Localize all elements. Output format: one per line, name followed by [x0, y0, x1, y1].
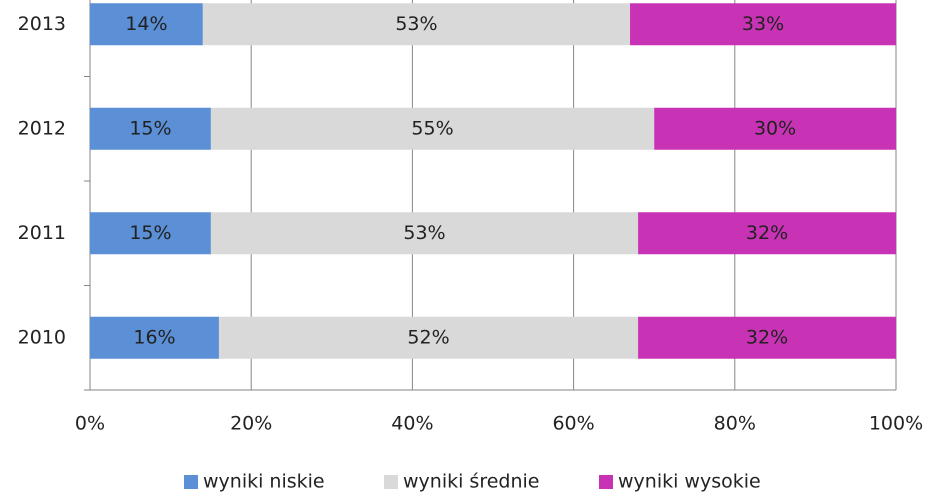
legend-label: wyniki wysokie — [618, 471, 761, 493]
legend-swatch — [184, 475, 198, 489]
x-tick-label: 0% — [75, 413, 105, 435]
data-label: 16% — [133, 326, 175, 348]
bar-segment — [90, 3, 203, 46]
bar-segment — [90, 316, 219, 359]
data-label: 33% — [742, 13, 784, 35]
bar-segment — [202, 3, 631, 46]
data-label: 30% — [754, 117, 796, 139]
y-tick-label: 2012 — [18, 117, 66, 139]
data-label: 53% — [403, 222, 445, 244]
data-label: 55% — [411, 117, 453, 139]
bar-segment — [638, 212, 896, 255]
data-label: 32% — [746, 222, 788, 244]
x-tick-label: 40% — [391, 413, 433, 435]
y-tick-label: 2010 — [18, 326, 66, 348]
data-label: 15% — [129, 117, 171, 139]
x-tick-label: 60% — [552, 413, 594, 435]
x-tick-label: 80% — [714, 413, 756, 435]
legend-swatch — [384, 475, 398, 489]
data-label: 15% — [129, 222, 171, 244]
bar-segment — [638, 316, 896, 359]
bar-segment — [210, 212, 639, 255]
legend-label: wyniki niskie — [203, 471, 325, 493]
x-tick-label: 100% — [869, 413, 923, 435]
data-label: 32% — [746, 326, 788, 348]
bar-segment — [654, 107, 896, 150]
y-tick-label: 2011 — [18, 222, 66, 244]
x-tick-label: 20% — [230, 413, 272, 435]
bar-segment — [218, 316, 639, 359]
bar-segment — [90, 212, 211, 255]
bar-segment — [210, 107, 655, 150]
legend-label: wyniki średnie — [403, 471, 539, 493]
data-label: 53% — [395, 13, 437, 35]
bar-segment — [90, 107, 211, 150]
data-label: 52% — [407, 326, 449, 348]
bar-segment — [630, 3, 896, 46]
legend-swatch — [599, 475, 613, 489]
y-tick-label: 2013 — [18, 13, 66, 35]
data-label: 14% — [125, 13, 167, 35]
